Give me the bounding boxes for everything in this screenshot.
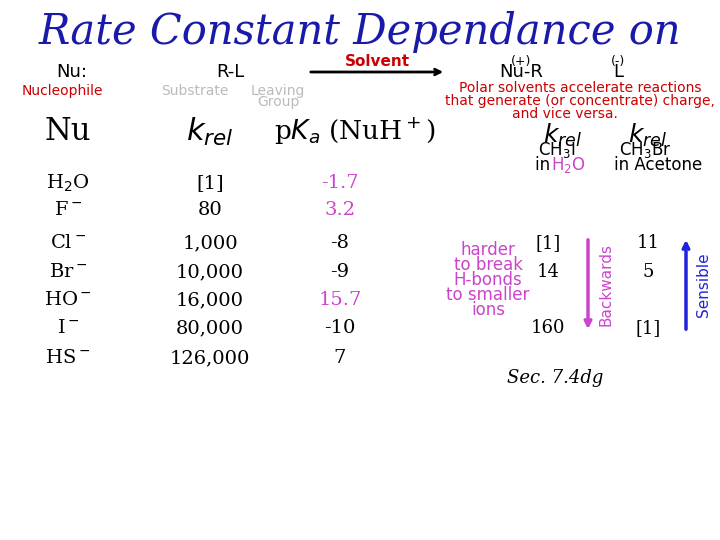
Text: that generate (or concentrate) charge,: that generate (or concentrate) charge, bbox=[445, 94, 715, 108]
Text: 10,000: 10,000 bbox=[176, 263, 244, 281]
Text: 3.2: 3.2 bbox=[325, 201, 356, 219]
Text: Group: Group bbox=[257, 95, 300, 109]
Text: H$_2$O: H$_2$O bbox=[551, 155, 585, 175]
Text: and vice versa.: and vice versa. bbox=[512, 107, 618, 121]
Text: -1.7: -1.7 bbox=[321, 174, 359, 192]
Text: 14: 14 bbox=[536, 263, 559, 281]
Text: to break: to break bbox=[454, 256, 523, 274]
Text: Br$^-$: Br$^-$ bbox=[49, 263, 87, 281]
Text: $k_{rel}$: $k_{rel}$ bbox=[186, 116, 234, 148]
Text: CH$_3$Br: CH$_3$Br bbox=[618, 140, 671, 160]
Text: CH$_3$I: CH$_3$I bbox=[539, 140, 576, 160]
Text: (-): (-) bbox=[611, 55, 625, 68]
Text: L: L bbox=[613, 63, 623, 81]
Text: 80: 80 bbox=[197, 201, 222, 219]
Text: to smaller: to smaller bbox=[446, 286, 530, 304]
Text: p$K_a$ (NuH$^+$): p$K_a$ (NuH$^+$) bbox=[274, 116, 436, 147]
Text: 7: 7 bbox=[334, 349, 346, 367]
Text: $k_{rel}$: $k_{rel}$ bbox=[629, 122, 667, 148]
Text: Polar solvents accelerate reactions: Polar solvents accelerate reactions bbox=[459, 81, 701, 95]
Text: -10: -10 bbox=[324, 319, 356, 337]
Text: Cl$^-$: Cl$^-$ bbox=[50, 234, 86, 252]
Text: Rate Constant Dependance on: Rate Constant Dependance on bbox=[39, 11, 681, 53]
Text: $k_{rel}$: $k_{rel}$ bbox=[544, 122, 582, 148]
Text: HS$^-$: HS$^-$ bbox=[45, 349, 91, 367]
Text: HO$^-$: HO$^-$ bbox=[44, 291, 92, 309]
Text: Sensible: Sensible bbox=[696, 253, 711, 318]
Text: 15.7: 15.7 bbox=[318, 291, 361, 309]
Text: H-bonds: H-bonds bbox=[454, 271, 523, 289]
Text: harder: harder bbox=[461, 241, 516, 259]
Text: Substrate: Substrate bbox=[161, 84, 229, 98]
Text: Backwards: Backwards bbox=[598, 244, 613, 327]
Text: 16,000: 16,000 bbox=[176, 291, 244, 309]
Text: ions: ions bbox=[471, 301, 505, 319]
Text: (+): (+) bbox=[510, 55, 531, 68]
Text: in: in bbox=[535, 156, 555, 174]
Text: -9: -9 bbox=[330, 263, 350, 281]
Text: Solvent: Solvent bbox=[344, 53, 410, 69]
Text: 160: 160 bbox=[531, 319, 565, 337]
Text: F$^-$: F$^-$ bbox=[54, 201, 82, 219]
Text: Nu: Nu bbox=[45, 117, 91, 147]
Text: 126,000: 126,000 bbox=[170, 349, 250, 367]
Text: Nu-R: Nu-R bbox=[499, 63, 543, 81]
Text: Sec. 7.4dg: Sec. 7.4dg bbox=[507, 369, 603, 387]
Text: I$^-$: I$^-$ bbox=[57, 319, 79, 337]
Text: 11: 11 bbox=[636, 234, 660, 252]
Text: [1]: [1] bbox=[196, 174, 224, 192]
Text: in Acetone: in Acetone bbox=[614, 156, 702, 174]
Text: R-L: R-L bbox=[216, 63, 244, 81]
Text: H$_2$O: H$_2$O bbox=[46, 172, 90, 194]
Text: Leaving: Leaving bbox=[251, 84, 305, 98]
Text: [1]: [1] bbox=[536, 234, 561, 252]
Text: 1,000: 1,000 bbox=[182, 234, 238, 252]
Text: Nu:: Nu: bbox=[56, 63, 88, 81]
Text: -8: -8 bbox=[330, 234, 349, 252]
Text: 80,000: 80,000 bbox=[176, 319, 244, 337]
Text: Nucleophile: Nucleophile bbox=[22, 84, 103, 98]
Text: [1]: [1] bbox=[635, 319, 661, 337]
Text: 5: 5 bbox=[642, 263, 654, 281]
